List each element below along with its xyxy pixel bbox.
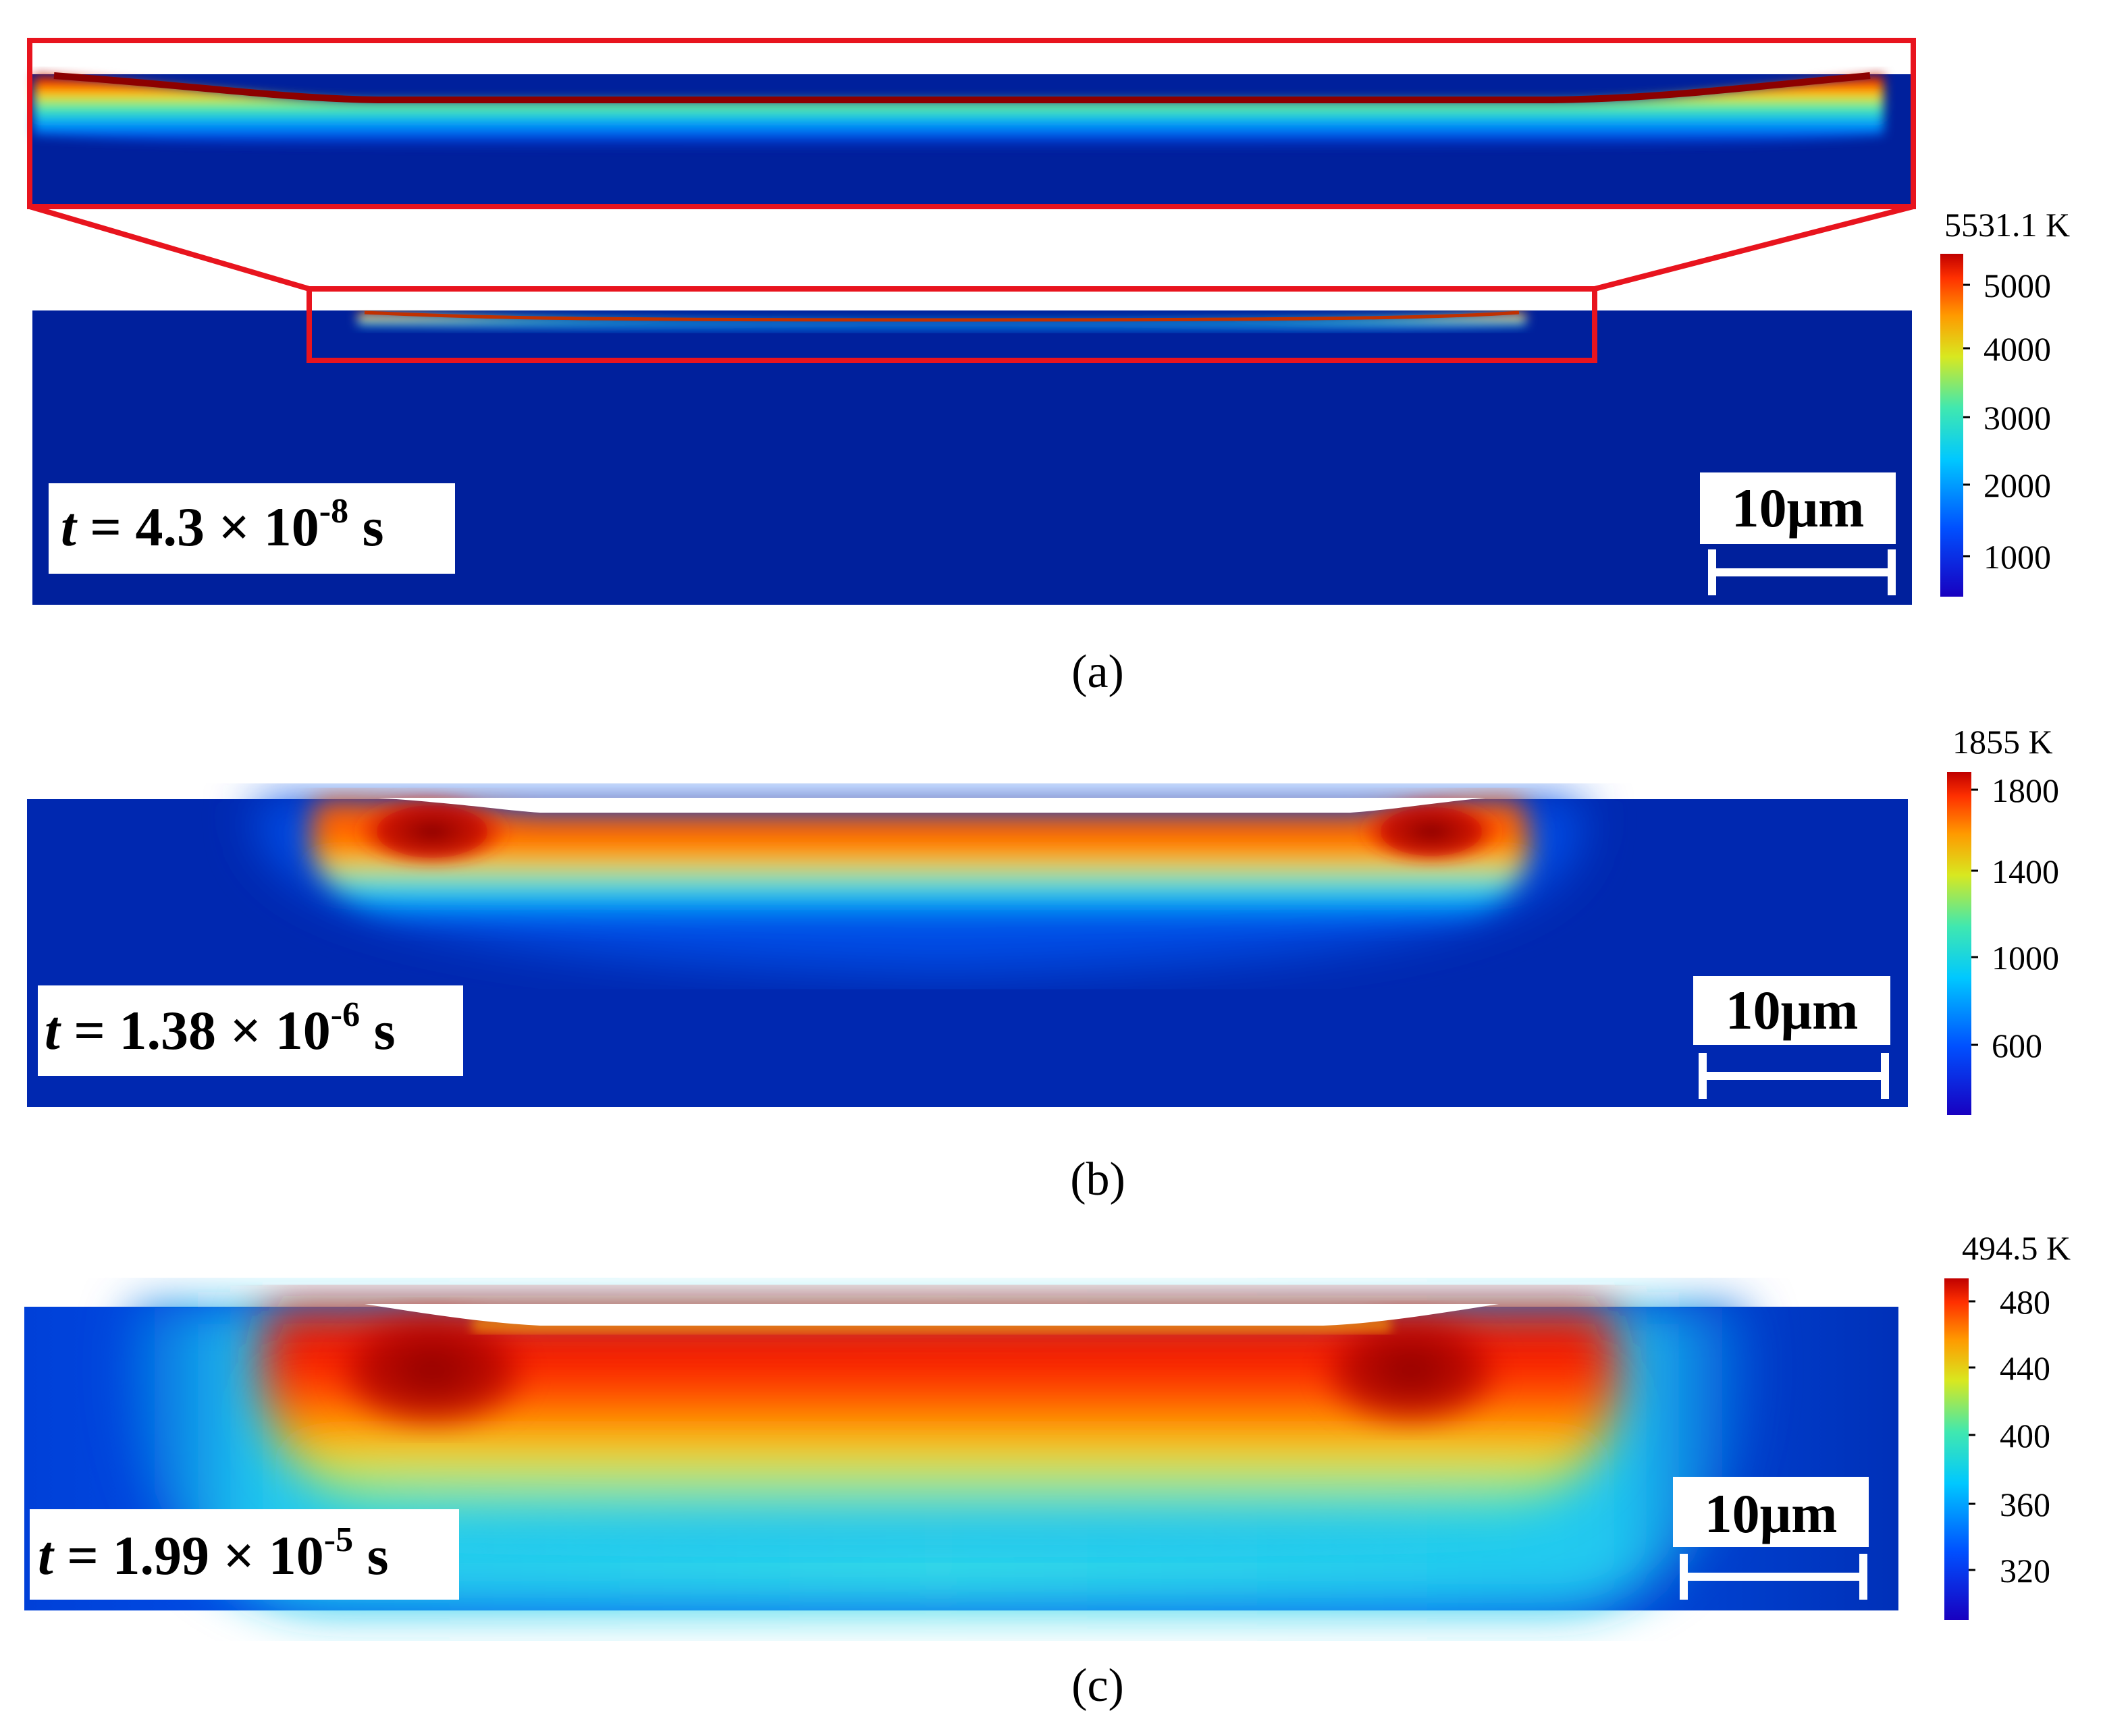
zoom-frame xyxy=(27,38,1916,209)
svg-text:600: 600 xyxy=(1992,1027,2042,1064)
svg-text:10μm: 10μm xyxy=(1732,477,1865,539)
zoom-connector-left xyxy=(28,204,311,292)
zoom-inset xyxy=(27,38,1916,209)
svg-text:t = 1.38 × 10-6 s: t = 1.38 × 10-6 s xyxy=(45,996,396,1061)
scale-bar-b: 10μm xyxy=(1693,976,1890,1099)
svg-text:320: 320 xyxy=(2000,1552,2050,1590)
svg-text:1800: 1800 xyxy=(1992,771,2059,809)
svg-text:2000: 2000 xyxy=(1984,466,2051,504)
caption-a: (a) xyxy=(1071,646,1124,698)
caption-c: (c) xyxy=(1071,1660,1124,1712)
svg-text:494.5 K: 494.5 K xyxy=(1962,1229,2071,1267)
svg-text:480: 480 xyxy=(2000,1283,2050,1321)
svg-text:440: 440 xyxy=(2000,1349,2050,1387)
svg-text:400: 400 xyxy=(2000,1417,2050,1455)
svg-text:4000: 4000 xyxy=(1984,330,2051,368)
svg-text:1855 K: 1855 K xyxy=(1952,723,2053,761)
svg-text:t = 1.99 × 10-5 s: t = 1.99 × 10-5 s xyxy=(38,1521,389,1586)
panel-a: t = 4.3 × 10-8 s 10μm 5531.1 K 5000 4000 xyxy=(27,38,2070,698)
time-label-a: t = 4.3 × 10-8 s xyxy=(49,483,455,574)
svg-text:5531.1 K: 5531.1 K xyxy=(1944,206,2070,244)
svg-text:t = 4.3 × 10-8 s: t = 4.3 × 10-8 s xyxy=(61,492,384,558)
svg-text:10μm: 10μm xyxy=(1705,1483,1838,1544)
panel-b: t = 1.38 × 10-6 s 10μm 1855 K 1800 1400 … xyxy=(27,723,2059,1205)
zoom-region-box xyxy=(307,286,1597,363)
svg-text:10μm: 10μm xyxy=(1726,979,1859,1041)
colorbar-c: 494.5 K 480 440 400 360 320 xyxy=(1944,1229,2071,1620)
svg-text:360: 360 xyxy=(2000,1486,2050,1523)
colorbar-a: 5531.1 K 5000 4000 3000 2000 1000 xyxy=(1940,206,2070,597)
svg-text:3000: 3000 xyxy=(1984,399,2051,437)
caption-b: (b) xyxy=(1070,1154,1125,1205)
svg-text:1000: 1000 xyxy=(1992,939,2059,977)
time-label-c: t = 1.99 × 10-5 s xyxy=(30,1509,459,1600)
scale-bar-c: 10μm xyxy=(1673,1477,1869,1600)
svg-text:5000: 5000 xyxy=(1984,267,2051,304)
zoom-connector-right xyxy=(1593,204,1915,292)
time-label-b: t = 1.38 × 10-6 s xyxy=(38,985,463,1076)
svg-text:1400: 1400 xyxy=(1992,852,2059,890)
scale-bar-a: 10μm xyxy=(1700,472,1896,595)
svg-text:1000: 1000 xyxy=(1984,538,2051,576)
colorbar-b: 1855 K 1800 1400 1000 600 xyxy=(1947,723,2059,1115)
panel-c: t = 1.99 × 10-5 s 10μm 494.5 K 480 440 xyxy=(24,1229,2071,1712)
